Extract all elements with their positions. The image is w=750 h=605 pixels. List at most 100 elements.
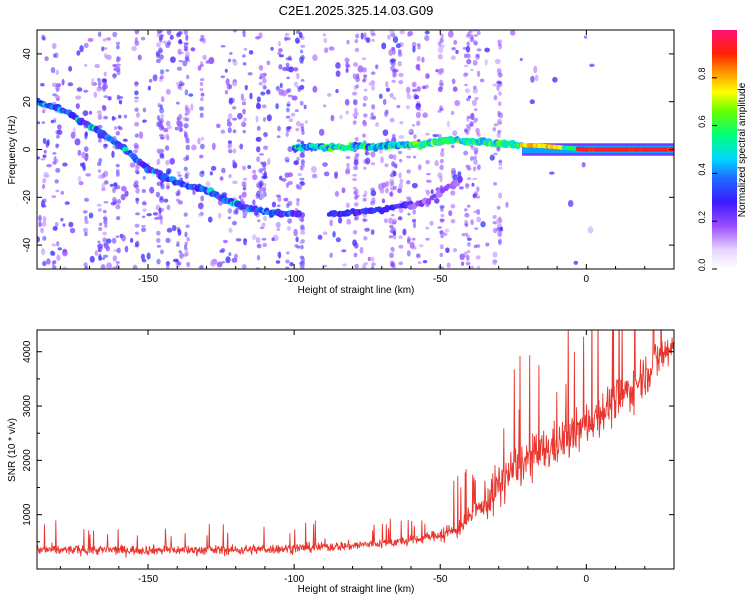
noise-blob <box>166 185 170 190</box>
noise-blob <box>50 66 56 74</box>
noise-blob <box>418 164 422 171</box>
snr-frame <box>36 329 675 570</box>
noise-blob <box>183 166 188 172</box>
snr-y-label: SNR (10 * v/v) <box>7 418 18 482</box>
noise-blob <box>406 180 411 185</box>
noise-blob <box>469 123 474 128</box>
y-tick-label: 0 <box>22 146 33 152</box>
noise-blob <box>372 115 377 120</box>
noise-blob <box>293 81 299 88</box>
faint-arc <box>407 175 463 210</box>
noise-blob <box>492 83 498 87</box>
noise-blob <box>381 182 387 189</box>
noise-blob <box>354 38 359 44</box>
noise-blob <box>385 87 391 92</box>
noise-blob <box>466 177 472 181</box>
noise-blob <box>55 167 61 173</box>
noise-blob <box>177 229 182 236</box>
noise-blob <box>461 232 466 237</box>
noise-blob <box>479 78 485 83</box>
noise-blob <box>398 261 403 266</box>
noise-blob <box>243 238 248 246</box>
noise-blob <box>466 123 471 129</box>
noise-blob <box>382 98 387 106</box>
noise-blob <box>83 42 89 49</box>
noise-blob <box>84 231 88 237</box>
noise-blob <box>389 252 395 259</box>
noise-blob <box>496 80 502 85</box>
noise-blob <box>102 237 107 243</box>
noise-blob <box>96 203 102 207</box>
noise-blob <box>159 195 164 201</box>
trace-point <box>425 198 432 206</box>
noise-blob <box>134 30 140 35</box>
noise-blob <box>583 35 588 39</box>
noise-blob <box>116 198 122 205</box>
noise-blob <box>405 86 411 93</box>
noise-blob <box>200 136 205 141</box>
noise-blob <box>422 85 426 89</box>
noise-blob <box>242 129 246 134</box>
noise-blob <box>55 98 60 101</box>
noise-blob <box>329 252 333 258</box>
noise-blob <box>470 219 474 226</box>
noise-blob <box>384 163 389 168</box>
noise-blob <box>363 262 369 265</box>
noise-blob <box>123 114 128 119</box>
main-trace <box>37 97 303 218</box>
noise-blob <box>382 129 389 136</box>
noise-blob <box>352 120 357 126</box>
noise-blob <box>474 108 478 112</box>
noise-blob <box>200 97 204 102</box>
noise-blob <box>81 151 86 159</box>
noise-blob <box>283 197 289 202</box>
noise-blob <box>156 42 161 48</box>
noise-blob <box>103 95 109 98</box>
noise-blob <box>424 132 431 136</box>
noise-blob <box>322 162 328 167</box>
noise-blob <box>184 117 190 122</box>
noise-blob <box>101 187 106 192</box>
noise-blob <box>85 173 92 177</box>
noise-blob <box>37 236 41 243</box>
noise-blob <box>159 76 164 80</box>
noise-blob <box>156 245 162 248</box>
noise-blob <box>54 221 59 227</box>
noise-blob <box>113 249 118 253</box>
noise-blob <box>115 216 121 220</box>
noise-blob <box>169 157 176 165</box>
noise-blob <box>406 250 411 257</box>
noise-blob <box>183 43 188 50</box>
noise-blob <box>44 56 49 62</box>
noise-blob <box>296 139 301 143</box>
noise-blob <box>165 120 171 127</box>
noise-blob <box>322 33 326 37</box>
noise-blob <box>335 70 341 77</box>
noise-blob <box>247 72 253 76</box>
noise-blob <box>244 84 248 91</box>
noise-blob <box>156 30 162 34</box>
noise-blob <box>184 247 189 252</box>
noise-blob <box>199 81 204 87</box>
noise-blob <box>476 195 481 199</box>
noise-blob <box>280 178 287 182</box>
noise-blob <box>102 209 107 214</box>
noise-blob <box>183 131 188 138</box>
noise-blob <box>155 52 160 59</box>
noise-blob <box>184 89 189 96</box>
noise-blob <box>103 200 109 204</box>
noise-blob <box>175 101 180 105</box>
noise-blob <box>389 191 393 197</box>
noise-blob <box>430 189 434 195</box>
noise-blob <box>391 133 396 139</box>
noise-blob <box>346 218 352 225</box>
noise-blob <box>434 160 439 167</box>
noise-blob <box>391 160 395 167</box>
noise-blob <box>476 265 481 269</box>
noise-blob <box>352 73 357 80</box>
noise-blob <box>371 85 376 91</box>
trace-point <box>295 210 303 218</box>
noise-blob <box>199 88 204 92</box>
noise-blob <box>464 88 470 94</box>
noise-blob <box>463 150 469 156</box>
